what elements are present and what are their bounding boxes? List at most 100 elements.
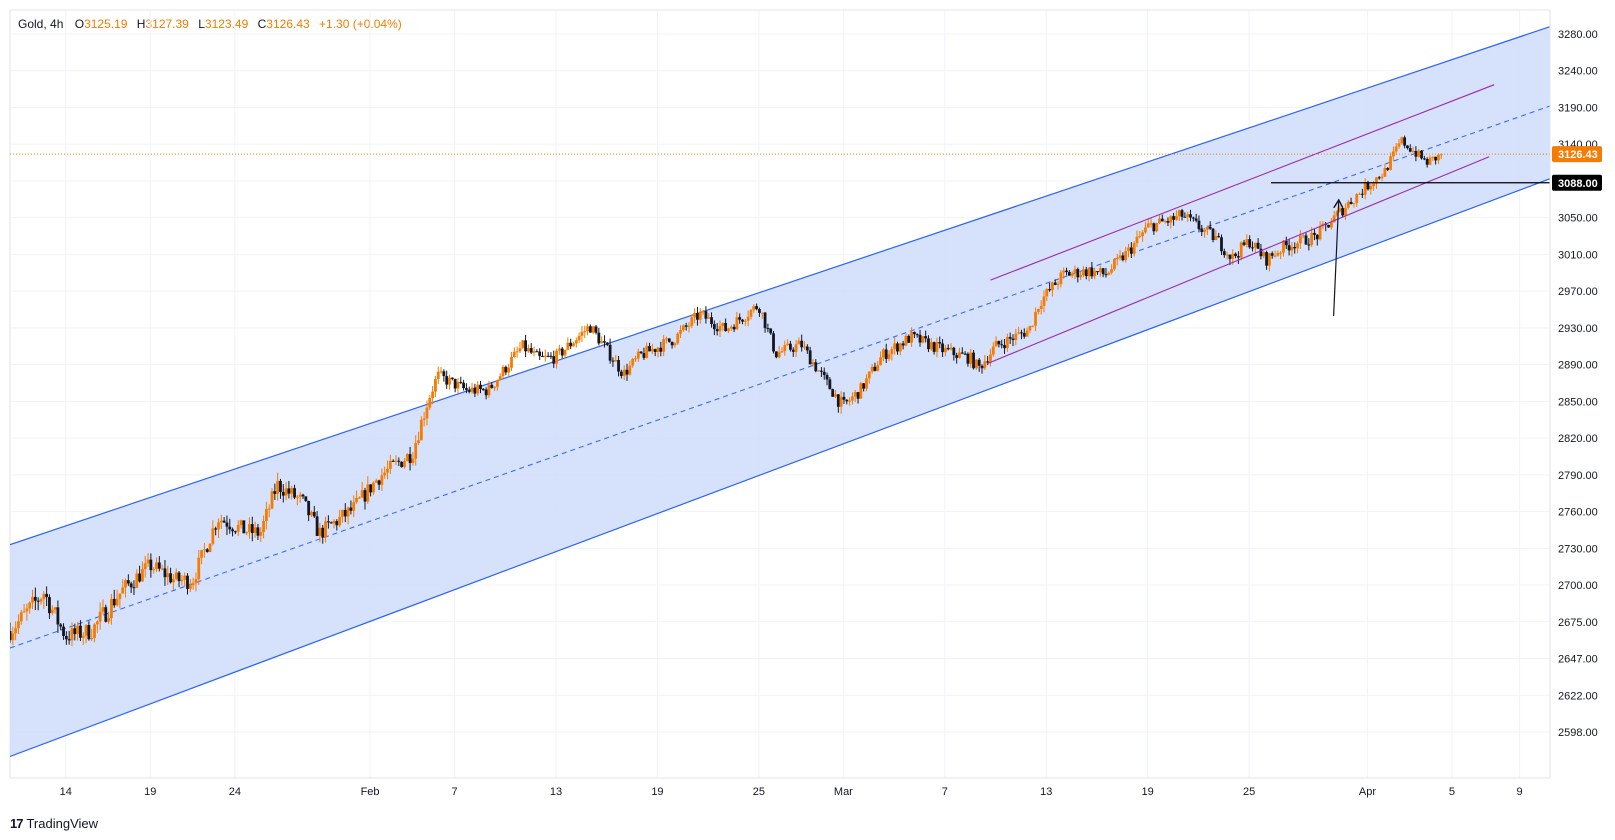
candle-body xyxy=(608,344,612,361)
price-tick-label: 3010.00 xyxy=(1558,249,1598,261)
candle xyxy=(710,312,713,328)
time-tick-label: 9 xyxy=(1517,786,1523,798)
candle xyxy=(594,325,598,335)
close-label: C xyxy=(257,17,267,31)
candle-body xyxy=(932,342,936,352)
candle xyxy=(515,346,519,358)
candle xyxy=(932,341,936,355)
candle-body xyxy=(1262,252,1266,257)
candle-body xyxy=(253,527,257,533)
candle xyxy=(152,567,156,574)
candle xyxy=(45,586,49,607)
candle xyxy=(789,340,792,352)
candle-body xyxy=(1344,207,1347,216)
candle xyxy=(507,363,511,377)
candle xyxy=(1352,202,1356,208)
candle xyxy=(473,383,477,398)
tradingview-logo[interactable]: 17 TradingView xyxy=(10,816,98,831)
candle xyxy=(1155,222,1159,233)
candle-body xyxy=(1279,252,1283,254)
candle-body xyxy=(1070,273,1074,276)
candle xyxy=(938,336,942,349)
candle-body xyxy=(1104,274,1108,276)
candle xyxy=(118,593,122,609)
candle-body xyxy=(715,329,719,332)
candle xyxy=(1431,156,1435,161)
candle xyxy=(1208,221,1212,230)
low-label: L xyxy=(198,17,205,31)
candle xyxy=(1183,212,1187,218)
candle-body xyxy=(470,387,474,392)
candle xyxy=(256,523,260,540)
price-tick-label: 3280.00 xyxy=(1558,29,1598,41)
candle xyxy=(808,346,812,365)
candle-body xyxy=(228,526,232,530)
candle-body xyxy=(783,344,787,352)
time-tick-label: Apr xyxy=(1359,786,1376,798)
candle xyxy=(48,594,51,619)
candle xyxy=(366,476,370,504)
candle xyxy=(1180,208,1184,221)
regression-channel xyxy=(10,26,1550,758)
candle xyxy=(124,578,127,598)
candle-body xyxy=(374,480,378,483)
candle xyxy=(772,330,775,354)
candle-body xyxy=(386,468,389,473)
candle-body xyxy=(777,352,781,358)
candle xyxy=(1408,144,1412,153)
candle-body xyxy=(665,338,668,340)
candle xyxy=(1146,218,1150,228)
candle xyxy=(524,334,527,358)
candle xyxy=(1380,173,1384,182)
candle xyxy=(1267,252,1271,272)
open-value: 3125.19 xyxy=(84,17,128,31)
candle xyxy=(811,359,815,367)
candle-body xyxy=(1287,245,1291,251)
candle xyxy=(969,348,973,368)
candle-body xyxy=(405,454,409,462)
candle-body xyxy=(1144,227,1147,233)
candle-body xyxy=(419,419,423,441)
candle xyxy=(670,341,674,349)
candle-body xyxy=(949,347,953,350)
candle-body xyxy=(73,628,77,635)
candle-body xyxy=(741,319,744,322)
candle-body xyxy=(360,490,364,498)
candle-body xyxy=(828,379,832,390)
candle-body xyxy=(39,599,43,602)
candle-body xyxy=(512,351,516,357)
candle xyxy=(245,531,249,536)
candle xyxy=(1211,227,1215,243)
candle-body xyxy=(183,575,187,580)
candle xyxy=(631,357,635,368)
candle xyxy=(1358,192,1361,195)
candle xyxy=(1141,229,1145,242)
candle xyxy=(836,393,840,413)
candle-body xyxy=(670,341,674,346)
candle xyxy=(766,323,770,333)
candle xyxy=(476,381,480,396)
candle-body xyxy=(479,384,482,390)
candle-body xyxy=(1135,236,1139,244)
candle xyxy=(577,332,581,344)
candle-body xyxy=(95,621,99,625)
candle xyxy=(338,509,342,528)
candle xyxy=(752,304,756,313)
candle-body xyxy=(76,625,80,635)
channel-upper-line xyxy=(10,26,1550,546)
candle xyxy=(70,622,74,647)
candle-body xyxy=(555,350,558,364)
candle-body xyxy=(1411,151,1415,153)
candle xyxy=(560,346,564,359)
candle-body xyxy=(518,348,522,352)
candle xyxy=(1307,238,1311,251)
time-tick-label: 7 xyxy=(452,786,458,798)
candle xyxy=(467,386,471,394)
candle-body xyxy=(1318,226,1322,240)
candle xyxy=(380,468,384,491)
candle-body xyxy=(1186,214,1190,217)
candle-body xyxy=(538,351,542,357)
candle-body xyxy=(574,340,578,344)
candle-body xyxy=(515,351,519,353)
